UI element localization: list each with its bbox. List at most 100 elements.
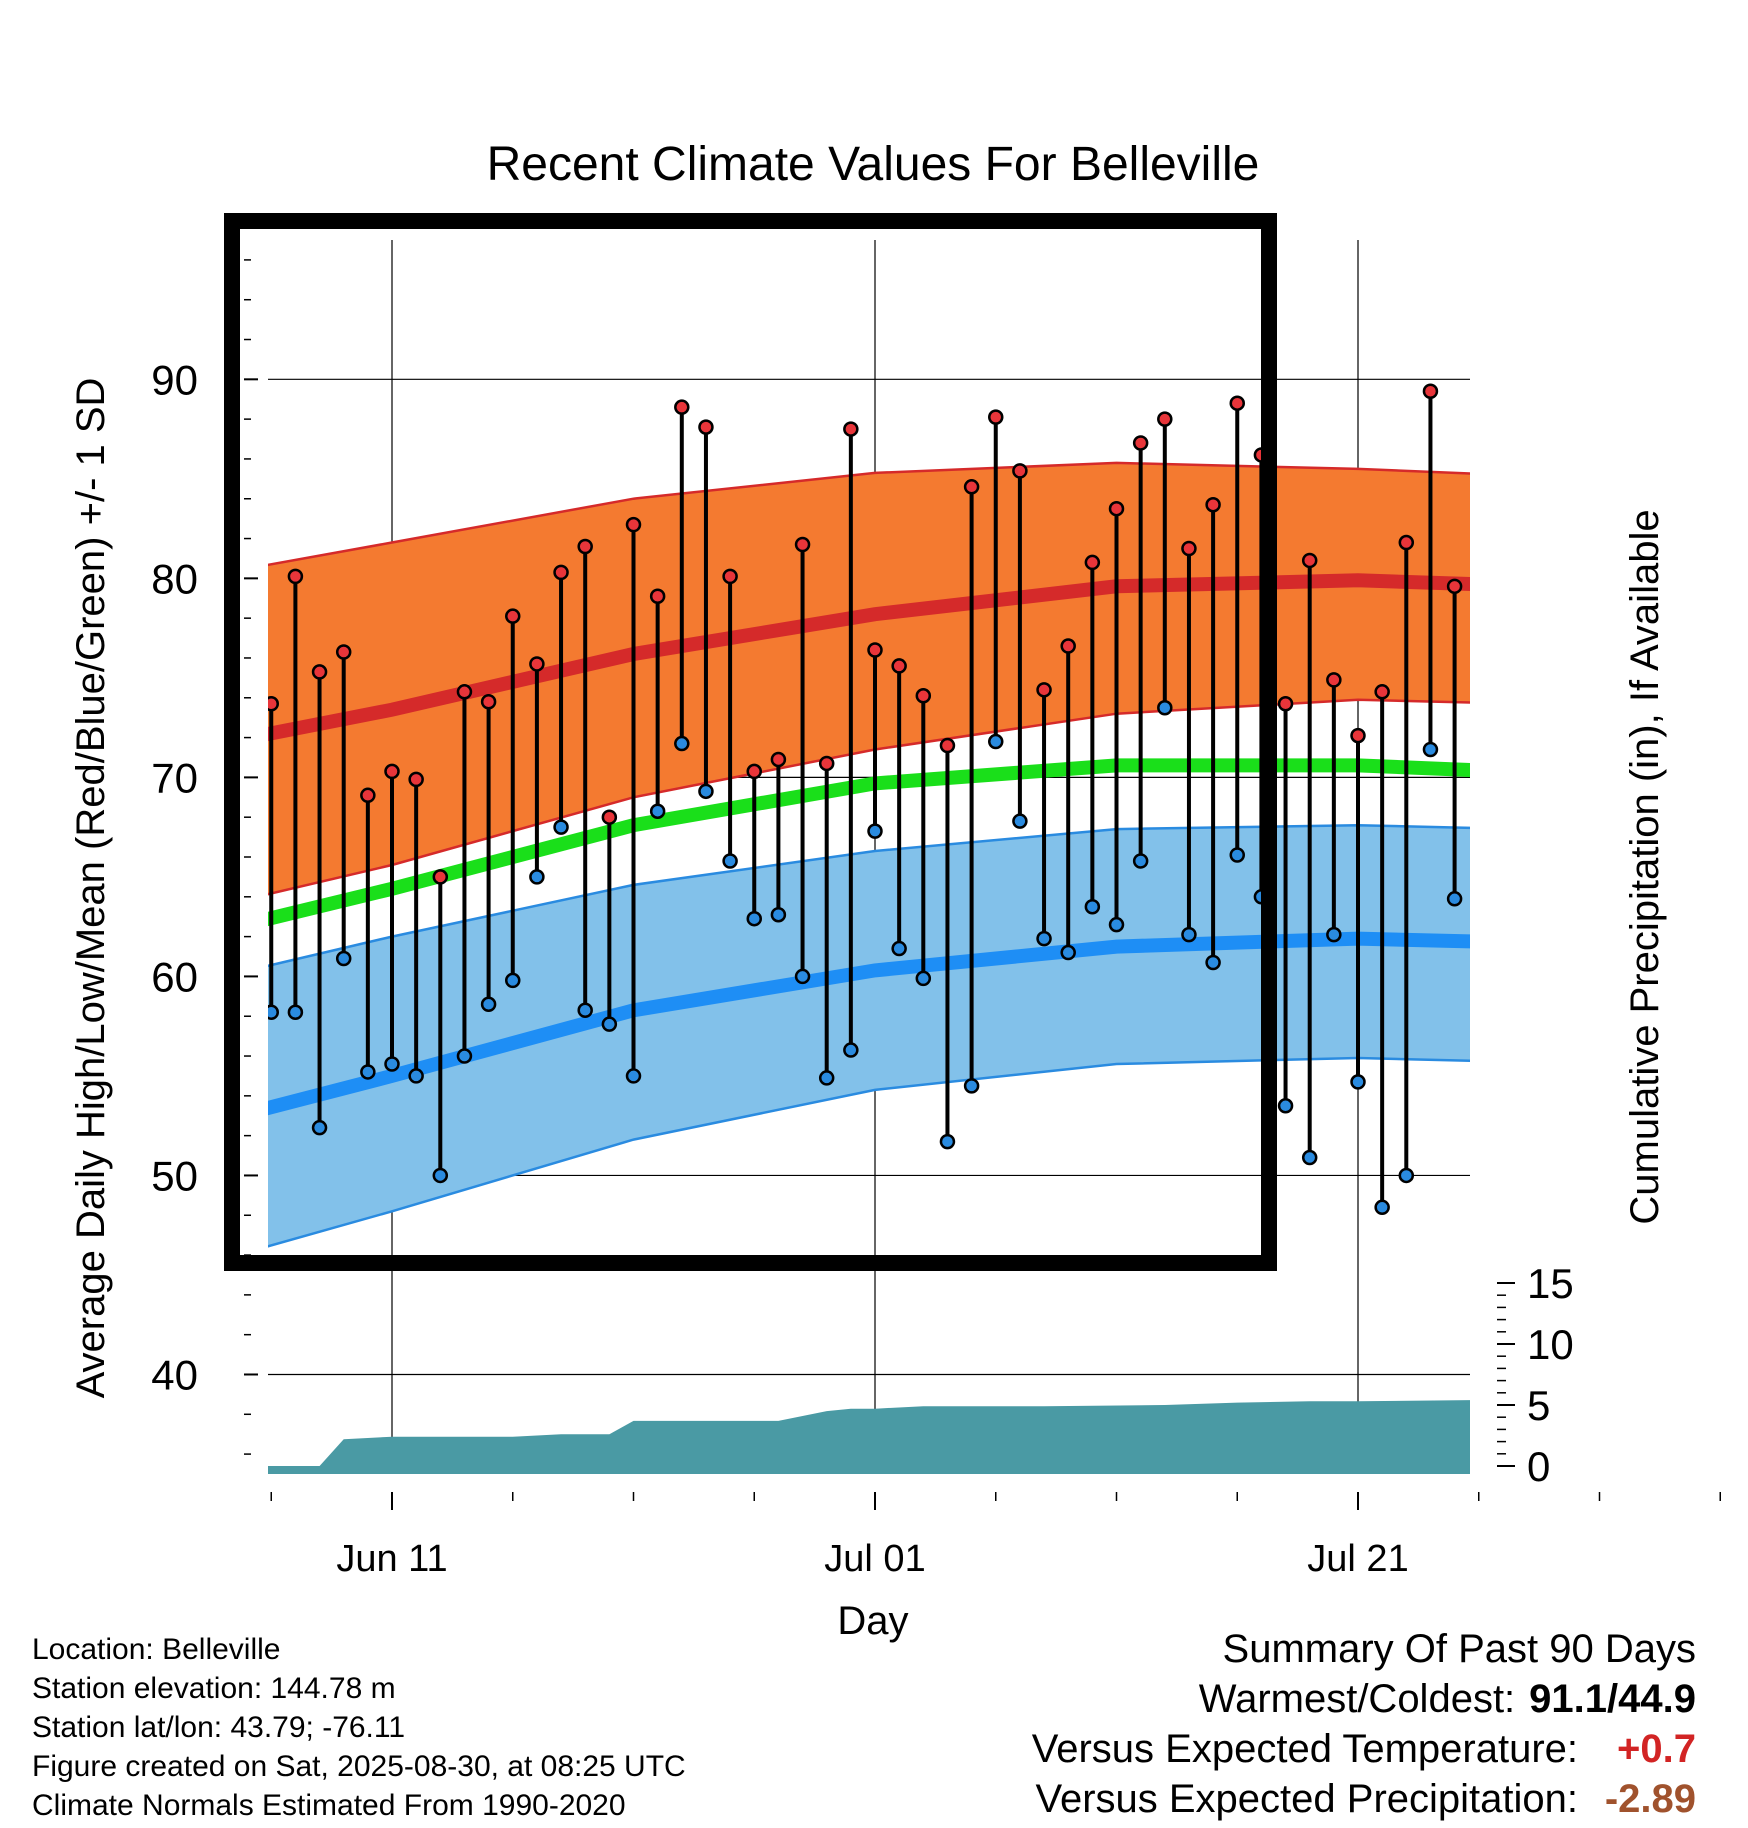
daily-low-point [335,950,352,967]
daily-high-point [241,711,254,724]
daily-low-point [1422,741,1439,758]
daily-high-point [529,656,545,672]
daily-high-point [867,642,883,658]
y2-tick-label: 0 [1527,1443,1550,1490]
low-normal-band-lower-edge [268,1056,1470,1248]
daily-high-point [601,809,618,825]
daily-low-point [1084,899,1101,915]
daily-low-point [1205,954,1221,971]
daily-high-point [1521,504,1534,517]
daily-high-point [915,688,932,704]
daily-high-point [674,399,690,415]
daily-low-point [794,968,811,985]
daily-high-point [963,479,980,495]
daily-high-point [553,564,569,581]
daily-high-point [408,771,424,788]
y2-tick-label: 10 [1527,1321,1574,1368]
daily-low-point [722,853,738,869]
daily-low-point [1545,821,1558,834]
daily-high-point [1496,572,1509,585]
daily-high-point [1205,496,1221,513]
x-tick-label: Jul 01 [824,1538,925,1580]
daily-high-point [722,568,738,585]
daily-low-point [384,1056,400,1072]
precip-row: Versus Expected Precipitation: -2.89 [1032,1774,1696,1824]
daily-low-point [988,733,1004,750]
high-normal-band-lower-edge [268,698,1470,896]
daily-high-point [1084,554,1101,571]
chart-title: Recent Climate Values For Belleville [487,138,1260,191]
daily-high-point [1036,682,1052,698]
daily-low-point [1157,699,1173,716]
daily-low-point [505,972,521,989]
daily-low-point [1714,968,1727,981]
daily-low-point [1036,930,1052,947]
daily-low-point [480,996,497,1013]
warm-cold-value: 91.1/44.9 [1529,1677,1696,1721]
y-tick-label: 50 [151,1152,198,1199]
daily-low-point [1374,1199,1390,1216]
daily-high-point [1301,552,1318,569]
daily-low-point [649,803,666,819]
daily-high-point [144,1085,157,1098]
daily-high-point [1714,496,1727,509]
daily-low-point [601,1016,618,1032]
daily-low-point [1181,926,1197,943]
daily-low-point [939,1133,956,1150]
daily-high-point [698,419,714,435]
daily-high-point [1012,463,1028,479]
daily-low-point [360,1064,376,1080]
daily-high-point [335,644,352,660]
daily-high-point [746,763,762,780]
y-tick-label: 80 [151,555,198,602]
daily-low-point [818,1070,835,1086]
x-tick-label: Jul 21 [1307,1538,1408,1580]
daily-low-point [1326,926,1342,943]
created-text: Figure created on Sat, 2025-08-30, at 08… [32,1750,686,1783]
y-tick-label: 60 [151,953,198,1000]
temp-label: Versus Expected Temperature: [1031,1727,1578,1771]
daily-high-point [1108,500,1125,517]
daily-low-point [1012,813,1028,829]
daily-low-point [746,910,762,927]
warm-cold-label: Warmest/Coldest: [1198,1677,1516,1721]
precip-area [268,1373,1470,1474]
daily-high-point [192,618,205,631]
daily-high-point [1157,411,1173,427]
daily-high-point [843,421,859,437]
daily-high-point [1545,512,1558,525]
plot-frame [224,213,1277,1271]
precip-label: Versus Expected Precipitation: [1035,1777,1578,1821]
daily-high-point [770,751,787,768]
daily-low-point [843,1042,859,1058]
daily-low-point [529,869,545,885]
y2-tick-label: 15 [1527,1260,1574,1307]
daily-high-point [1472,425,1485,438]
low-normal-band [268,825,1470,1247]
daily-high-point [577,538,593,555]
daily-high-point [649,588,666,605]
daily-high-point [1665,671,1678,684]
daily-low-point [1569,847,1582,860]
daily-high-point [1277,695,1294,712]
daily-low-point [1277,1098,1294,1114]
daily-low-point [311,1119,328,1136]
daily-high-point [1374,684,1390,700]
daily-low-point [867,823,883,839]
daily-low-point [1446,891,1463,907]
summary-panel: Summary Of Past 90 Days Warmest/Coldest:… [1032,1624,1696,1824]
daily-low-point [1229,847,1245,863]
daily-high-point [1326,672,1342,688]
high-normal-band-upper-edge [268,461,1470,567]
daily-high-point [1738,462,1748,475]
daily-high-point [1593,753,1606,766]
daily-low-point [577,1002,593,1019]
daily-low-point [1641,1251,1654,1264]
daily-high-point [168,916,181,929]
daily-high-point [1690,626,1703,639]
x-tick-label: Jun 11 [336,1538,447,1580]
y-tick-label: 90 [151,356,198,403]
